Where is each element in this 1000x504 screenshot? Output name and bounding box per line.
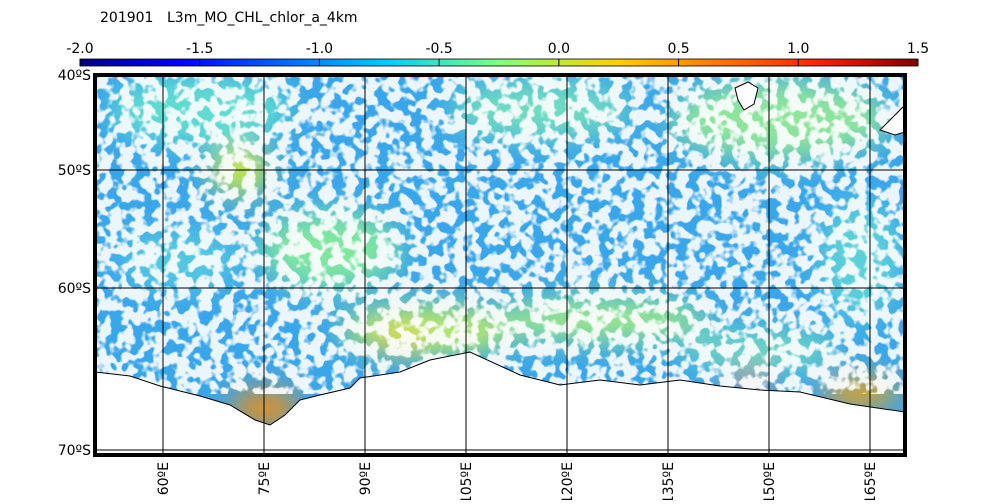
map-image	[95, 75, 905, 455]
title-date: 201901	[100, 10, 153, 26]
lon-label: 135ºE	[661, 462, 677, 500]
lon-label: 75ºE	[257, 462, 273, 495]
lat-label: 40ºS	[58, 68, 91, 84]
lon-label: 165ºE	[863, 462, 879, 500]
colorbar-tick-label: 0.0	[548, 41, 570, 57]
colorbar-tick-label: 0.5	[667, 41, 689, 57]
graticule: 40ºS 50ºS 60ºS 70ºS 60ºE 75ºE 90ºE 105ºE 120ºE 13…	[58, 68, 905, 504]
lon-label: 60ºE	[156, 462, 172, 495]
colorbar-tick-label: -1.0	[306, 41, 333, 57]
colorbar-ticks: -2.0 -1.5 -1.0 -0.5 0.0 0.5 1.0 1.5	[66, 41, 929, 66]
lon-label: 105ºE	[459, 462, 475, 500]
map-frame	[93, 73, 907, 457]
colorbar-tick-label: -2.0	[66, 41, 93, 57]
lon-label: 150ºE	[762, 462, 778, 500]
title-product: L3m_MO_CHL_chlor_a_4km	[167, 10, 358, 26]
lon-label: 120ºE	[560, 462, 576, 500]
colorbar-tick-label: 1.0	[787, 41, 809, 57]
colorbar-tick-label: -1.5	[186, 41, 213, 57]
lat-label: 50ºS	[58, 163, 91, 179]
lat-label: 70ºS	[58, 443, 91, 459]
colorbar-tick-label: -0.5	[425, 41, 452, 57]
lat-label: 60ºS	[58, 281, 91, 297]
lon-label: 90ºE	[358, 462, 374, 495]
colorbar-tick-label: 1.5	[907, 41, 929, 57]
colorbar	[79, 58, 919, 67]
